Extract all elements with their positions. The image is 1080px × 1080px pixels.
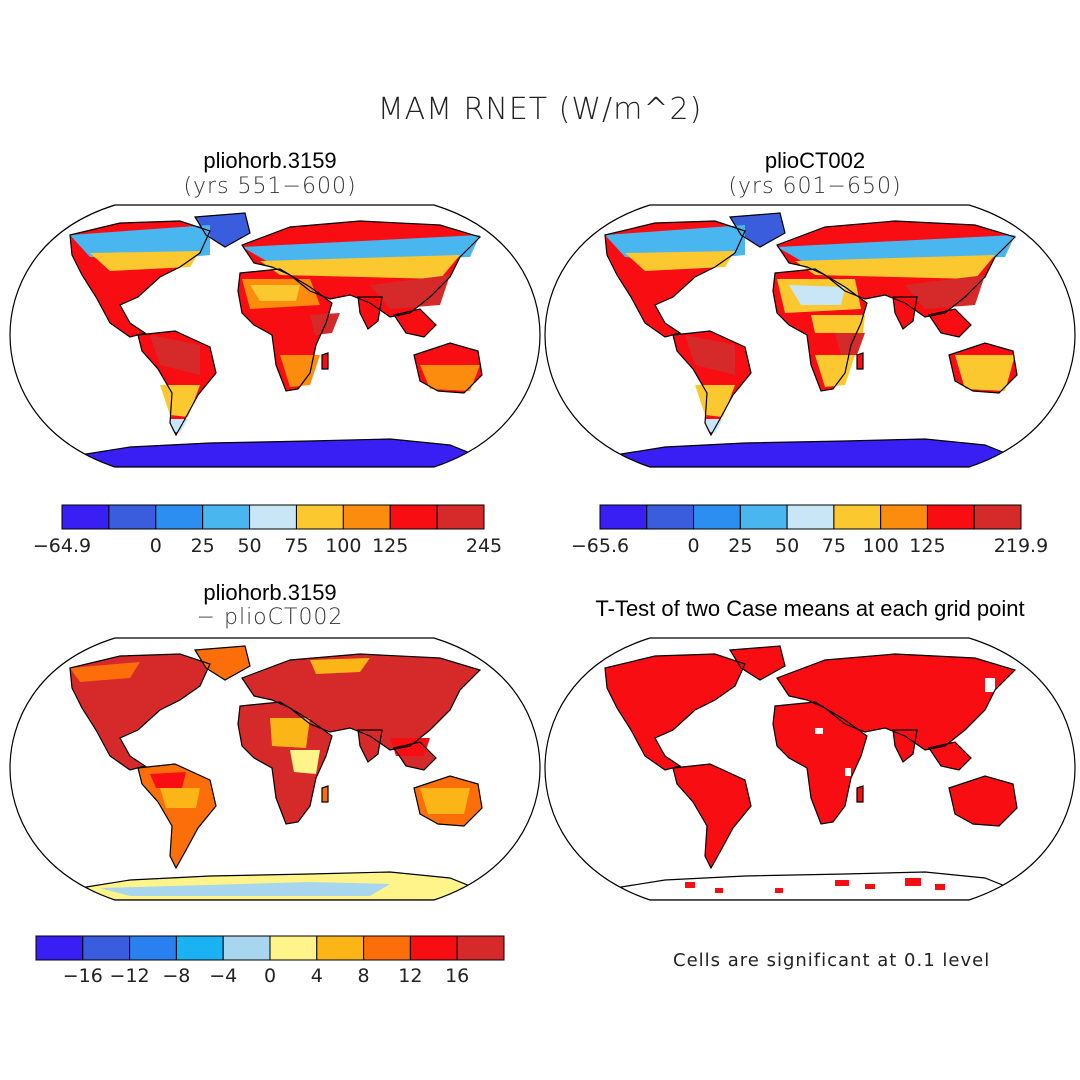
colorbar-swatch	[316, 935, 365, 961]
colorbar-swatch	[833, 504, 882, 530]
figure-title: MAM RNET (W/m^2)	[377, 92, 703, 127]
colorbar-swatch	[973, 504, 1022, 530]
colorbar-swatch	[456, 935, 505, 961]
panel-3-subtitle: − plioCT002	[196, 605, 344, 630]
colorbar-swatch	[295, 504, 344, 530]
panel-2-title: plioCT002	[764, 148, 866, 173]
colorbar-tick-label: 125	[909, 535, 945, 557]
colorbar-tick-label: 16	[445, 965, 469, 987]
panel-3-title: pliohorb.3159	[203, 580, 337, 605]
colorbar-tick-label: −16	[63, 965, 103, 987]
colorbar-tick-label: 125	[372, 535, 408, 557]
colorbar-swatch	[786, 504, 835, 530]
colorbar-swatch	[108, 504, 157, 530]
colorbar-swatch	[739, 504, 788, 530]
colorbar-swatch	[35, 935, 84, 961]
significance-note: Cells are significant at 0.1 level	[673, 950, 991, 971]
colorbar-swatch	[646, 504, 695, 530]
colorbar-tick-label: 0	[264, 965, 276, 987]
colorbar-tick-label: −65.6	[571, 535, 629, 557]
colorbar-swatch	[389, 504, 438, 530]
colorbar-tick-label: −12	[110, 965, 150, 987]
panel-2-subtitle: (yrs 601−650)	[728, 174, 902, 199]
colorbar-swatch	[129, 935, 177, 961]
colorbar-tick-label: 25	[728, 535, 752, 557]
colorbar-swatch	[342, 504, 391, 530]
colorbar-panel-3: −16 −12 −8 −4 0 4 8 12 16	[35, 935, 505, 987]
panel-1-title: pliohorb.3159	[203, 148, 337, 173]
colorbar-swatch	[436, 504, 485, 530]
colorbar-panel-2: −65.6 0 25 50 75 100 125 219.9	[571, 504, 1048, 557]
colorbar-tick-label: −64.9	[33, 535, 91, 557]
colorbar-tick-label: 25	[191, 535, 215, 557]
colorbar-tick-label: 100	[863, 535, 899, 557]
colorbar-swatch	[82, 935, 131, 961]
colorbar-tick-label: 245	[466, 535, 502, 557]
colorbar-swatch	[363, 935, 411, 961]
colorbar-tick-label: 12	[398, 965, 422, 987]
colorbar-tick-label: 219.9	[994, 535, 1048, 557]
colorbar-swatch	[175, 935, 224, 961]
map-panel-3	[9, 637, 541, 901]
colorbar-tick-label: 8	[358, 965, 370, 987]
colorbar-tick-label: −8	[162, 965, 190, 987]
colorbar-tick-label: 75	[822, 535, 846, 557]
colorbar-swatch	[409, 935, 458, 961]
colorbar-swatch	[155, 504, 204, 530]
colorbar-swatch	[693, 504, 741, 530]
colorbar-tick-label: 50	[775, 535, 799, 557]
colorbar-swatch	[61, 504, 110, 530]
map-panel-1	[9, 204, 541, 468]
colorbar-swatch	[880, 504, 928, 530]
colorbar-tick-label: 75	[284, 535, 308, 557]
map-panel-4	[544, 637, 1076, 901]
colorbar-swatch	[926, 504, 975, 530]
colorbar-tick-label: 100	[325, 535, 361, 557]
colorbar-tick-label: 4	[311, 965, 323, 987]
colorbar-swatch	[202, 504, 251, 530]
colorbar-tick-label: −4	[209, 965, 237, 987]
colorbar-swatch	[269, 935, 318, 961]
panel-4-title: T-Test of two Case means at each grid po…	[595, 596, 1025, 621]
panel-1-subtitle: (yrs 551−600)	[183, 174, 357, 199]
colorbar-tick-label: 50	[237, 535, 261, 557]
colorbar-tick-label: 0	[688, 535, 700, 557]
colorbar-panel-1: −64.9 0 25 50 75 100 125 245	[33, 504, 502, 557]
colorbar-swatch	[222, 935, 271, 961]
colorbar-tick-label: 0	[150, 535, 162, 557]
map-panel-2	[544, 204, 1076, 468]
colorbar-swatch	[249, 504, 297, 530]
colorbar-swatch	[599, 504, 648, 530]
